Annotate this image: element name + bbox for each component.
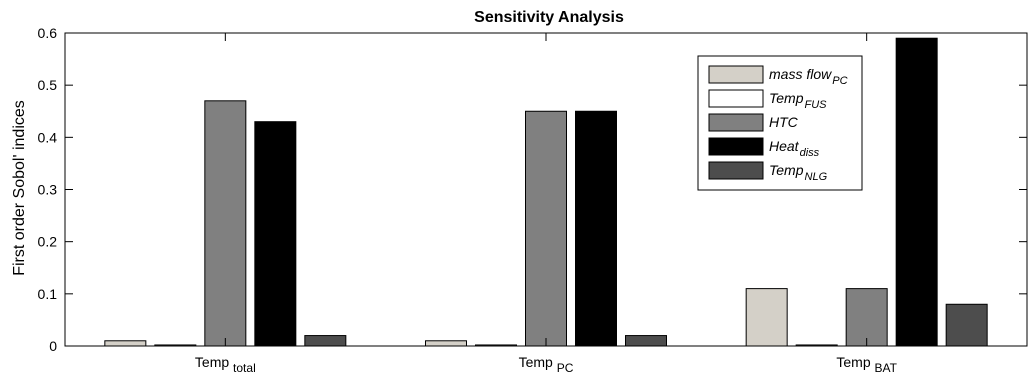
x-tick-label: Temp BAT (836, 354, 897, 375)
legend-label-3: Heatdiss (769, 138, 820, 159)
legend-label-2: HTC (769, 114, 799, 130)
x-axis-ticks: Temp total Temp PC Temp BAT (195, 33, 898, 375)
legend-label-4: TempNLG (769, 162, 828, 183)
x-tick-label: Temp PC (519, 354, 574, 375)
bar-BAT-series-2 (845, 288, 888, 347)
bar-total-series-3 (254, 121, 297, 347)
legend-swatch-2 (708, 113, 764, 132)
legend-label-0: mass flowPC (769, 66, 848, 87)
bar-total-series-2 (204, 100, 247, 347)
bar-PC-series-2 (525, 110, 567, 347)
legend-swatch-1 (708, 89, 764, 108)
bar-BAT-series-3 (895, 37, 938, 347)
legend-swatch-4 (708, 161, 764, 180)
legend-swatch-3 (708, 137, 764, 156)
y-tick-label: 0.5 (38, 77, 58, 93)
chart-title: Sensitivity Analysis (474, 9, 624, 26)
bar-BAT-series-0 (745, 288, 788, 347)
legend-label-1: TempFUS (769, 90, 827, 111)
y-tick-label: 0.3 (38, 182, 58, 198)
bar-total-series-4 (304, 335, 347, 347)
y-axis-ticks: 0 0.1 0.2 0.3 0.4 0.5 0.6 (38, 25, 1027, 354)
bar-BAT-series-4 (945, 303, 988, 347)
x-tick-label: Temp total (195, 354, 256, 375)
y-axis-label: First order Sobol' indices (11, 100, 28, 276)
legend: mass flowPC TempFUS HTC Heatdiss TempNLG (697, 55, 863, 191)
legend-swatch-0 (708, 65, 764, 84)
bar-PC-series-0 (425, 340, 467, 347)
bars-layer (104, 37, 988, 347)
bar-PC-series-3 (575, 110, 617, 347)
bar-total-series-0 (104, 340, 147, 347)
y-tick-label: 0 (49, 338, 57, 354)
bar-PC-series-4 (625, 335, 667, 347)
y-tick-label: 0.1 (38, 286, 58, 302)
y-tick-label: 0.6 (38, 25, 58, 41)
y-tick-label: 0.2 (38, 234, 58, 250)
y-tick-label: 0.4 (38, 129, 58, 145)
